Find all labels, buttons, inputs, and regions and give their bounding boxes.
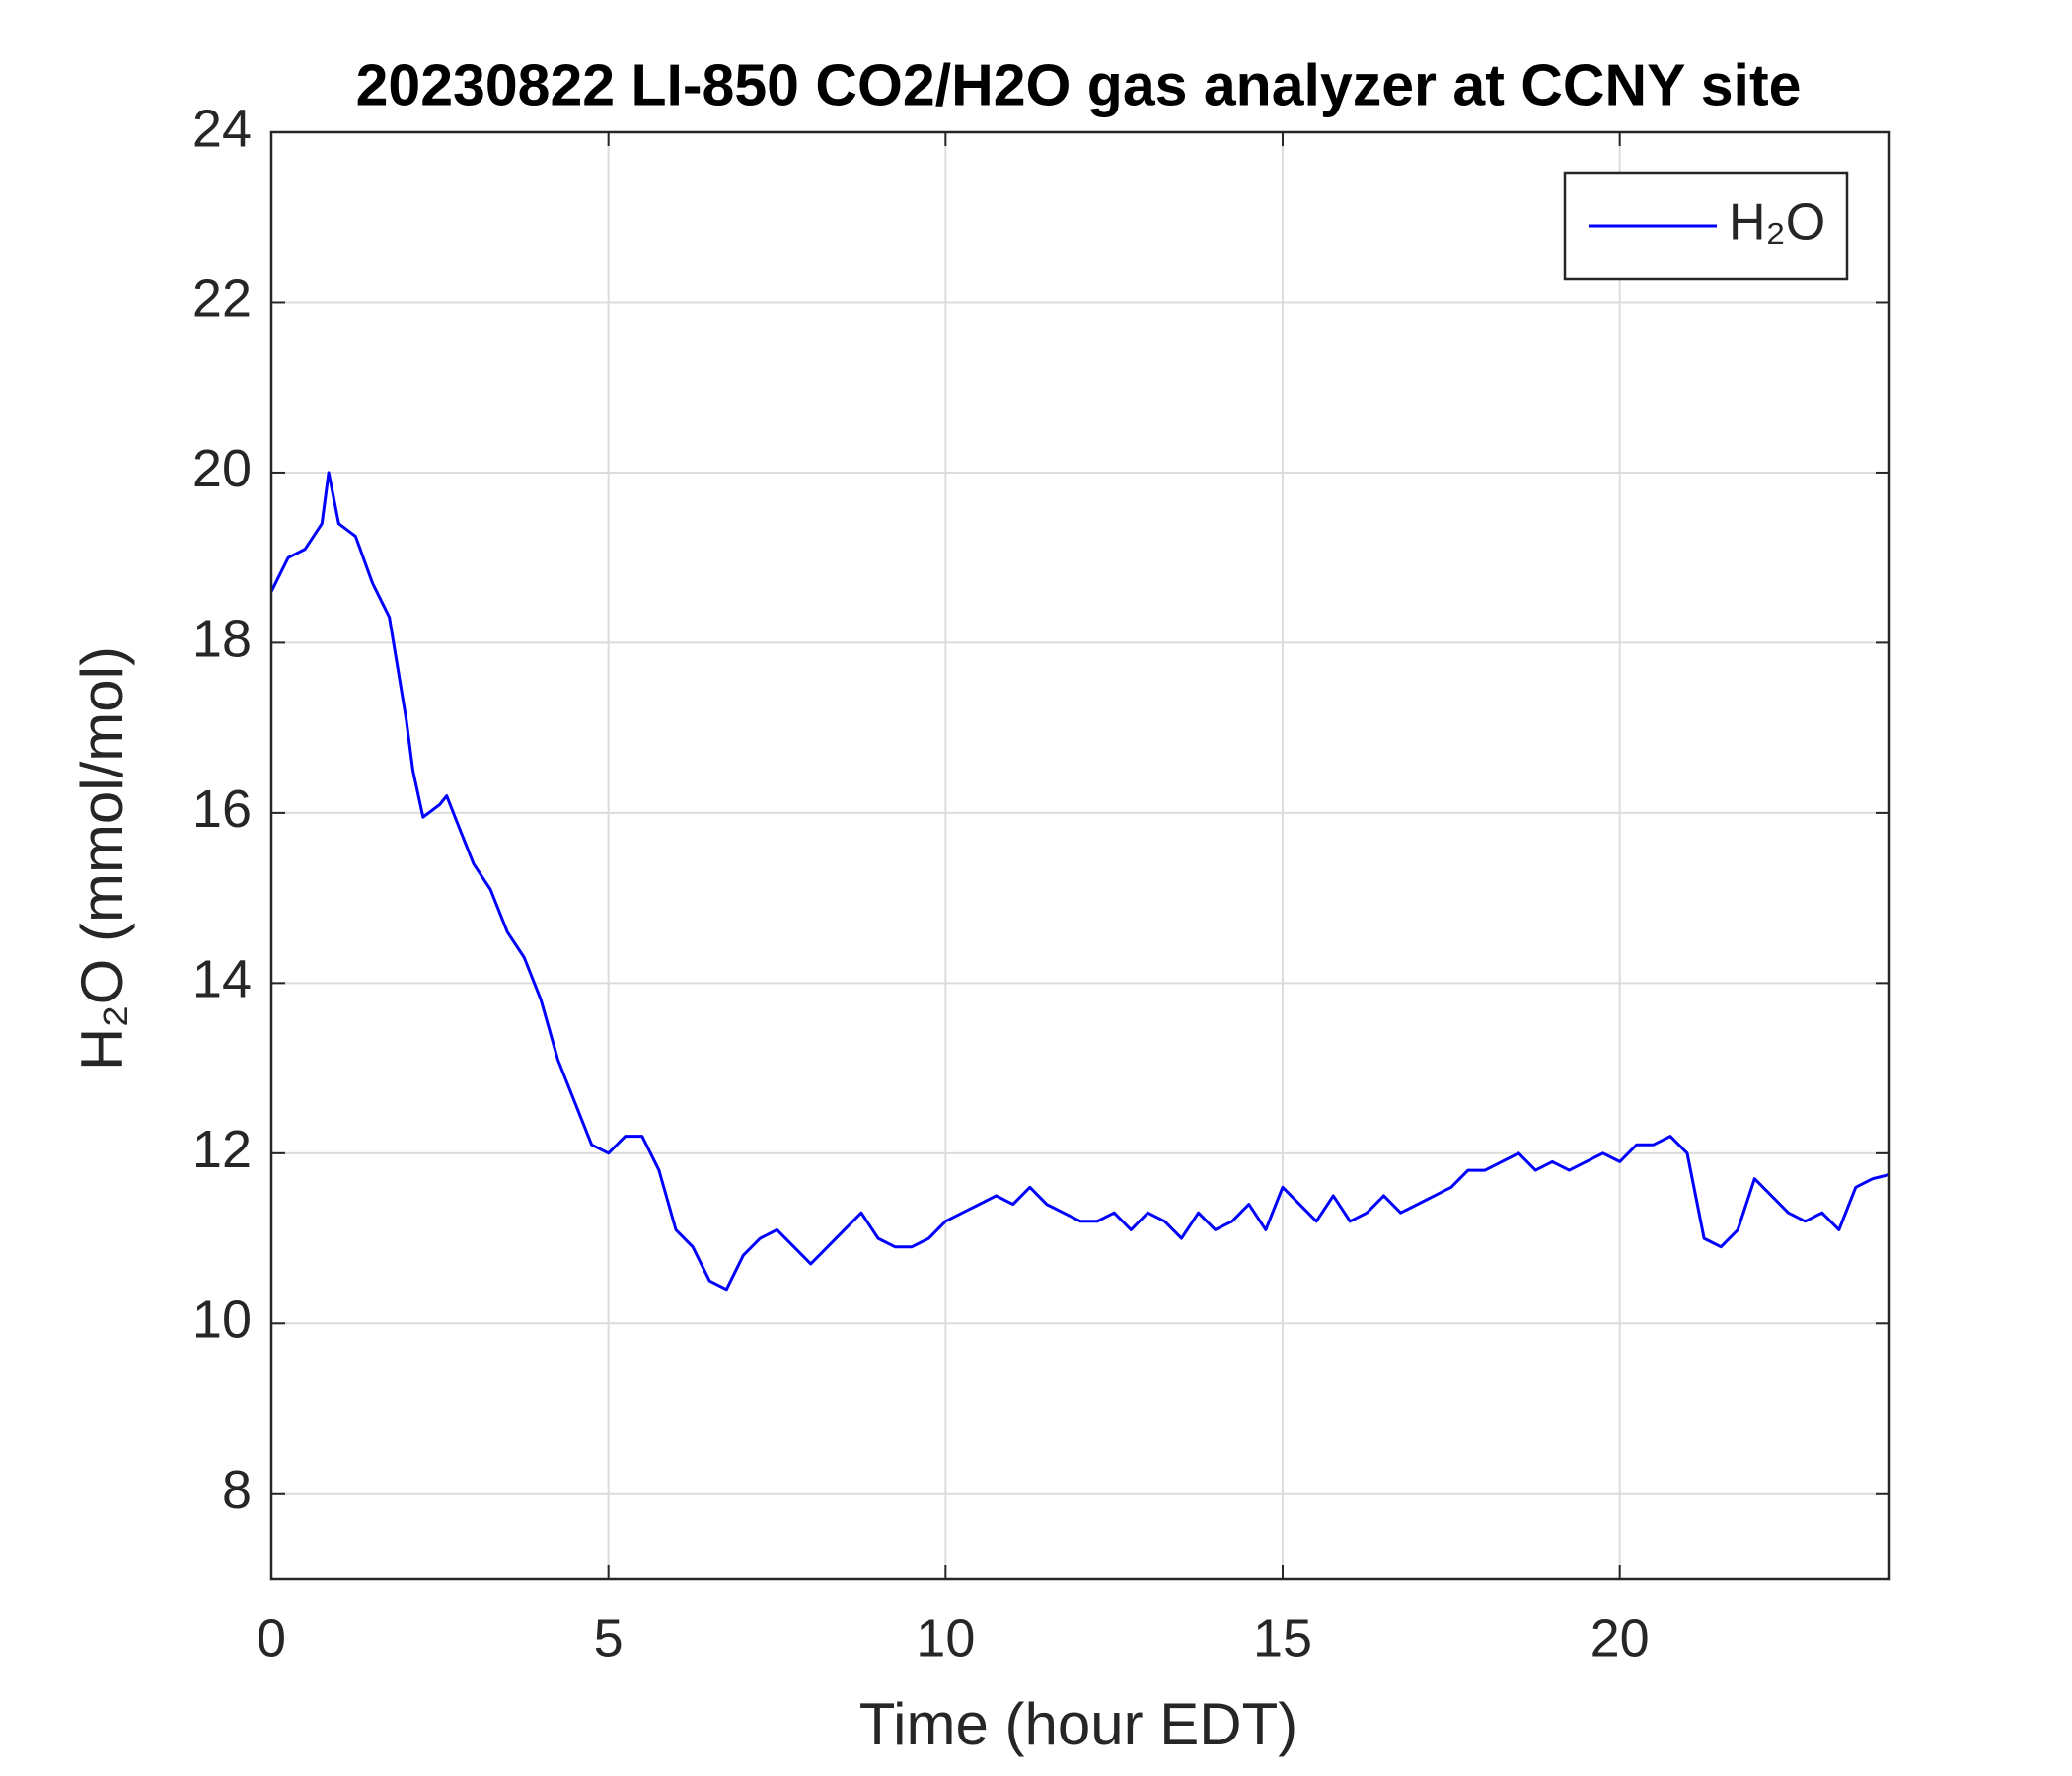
x-tick-label: 5	[594, 1608, 624, 1667]
x-tick-label: 20	[1591, 1608, 1650, 1667]
x-tick-label: 0	[257, 1608, 286, 1667]
y-tick-label: 14	[192, 950, 252, 1009]
y-tick-label: 12	[192, 1120, 252, 1179]
y-tick-label: 22	[192, 269, 252, 329]
y-axis-label: H₂O (mmol/mol)	[69, 646, 135, 1071]
x-tick-label: 10	[916, 1608, 975, 1667]
legend-label: H₂O	[1729, 194, 1825, 252]
y-tick-label: 18	[192, 610, 252, 669]
y-tick-label: 20	[192, 439, 252, 498]
y-tick-label: 24	[192, 99, 252, 158]
y-tick-label: 10	[192, 1291, 252, 1350]
y-tick-label: 8	[222, 1460, 252, 1519]
x-axis-label: Time (hour EDT)	[859, 1691, 1298, 1757]
data-line	[269, 471, 1890, 1292]
axes-box	[269, 130, 1891, 1581]
y-tick-label: 16	[192, 779, 252, 839]
chart-title: 20230822 LI-850 CO2/H2O gas analyzer at …	[356, 53, 1802, 118]
x-tick-label: 15	[1253, 1608, 1312, 1667]
